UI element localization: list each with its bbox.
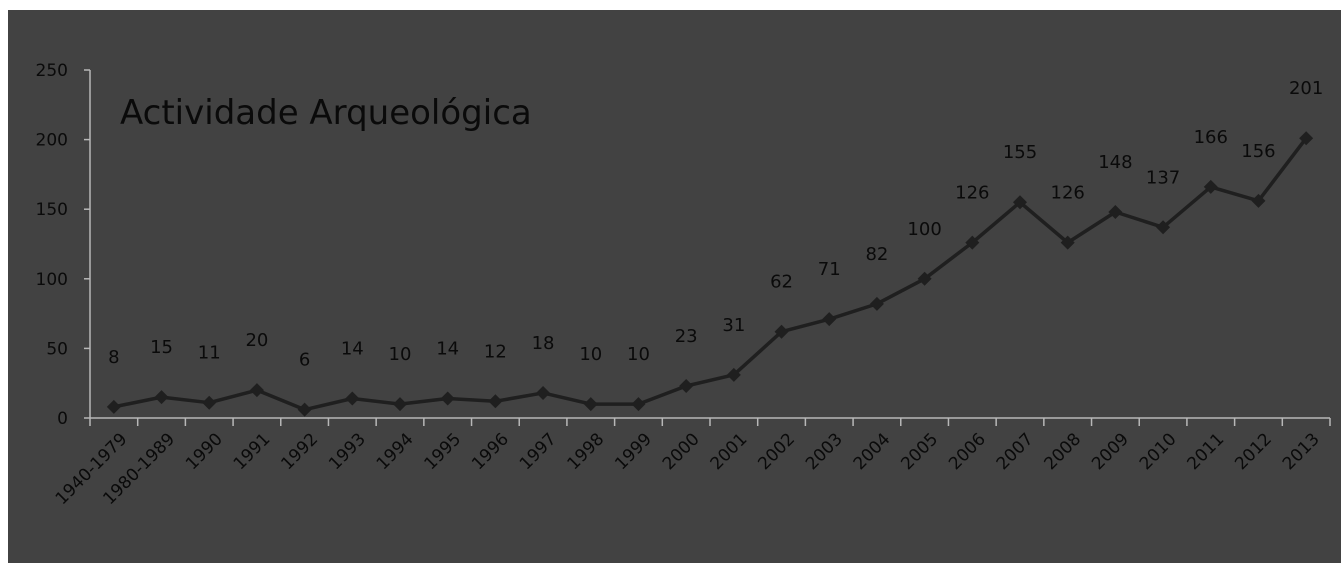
series-group (106, 131, 1314, 417)
y-tick-label: 100 (36, 270, 68, 290)
y-tick-label: 0 (57, 409, 68, 429)
data-label: 71 (818, 259, 841, 280)
data-label: 10 (627, 344, 650, 365)
data-label: 6 (299, 350, 310, 371)
data-label: 15 (150, 337, 173, 358)
y-tick-label: 250 (36, 61, 68, 81)
chart-title: Actividade Arqueológica (120, 93, 532, 133)
data-labels: 8 15 11 20 6 14 10 14 12 18 10 10 23 31 62 71 82 100 126 15… (108, 78, 1323, 370)
data-label: 31 (722, 315, 745, 336)
data-point (1013, 195, 1027, 210)
data-point (440, 391, 455, 406)
data-point (1108, 204, 1123, 219)
data-point (1203, 179, 1218, 194)
data-point (297, 402, 312, 417)
data-label: 14 (436, 339, 459, 360)
data-label: 14 (341, 339, 364, 360)
data-point (536, 385, 551, 400)
series-line (113, 137, 1308, 412)
data-point (345, 391, 360, 406)
data-point (869, 296, 884, 311)
plot-background (8, 10, 1341, 563)
data-label: 20 (245, 330, 268, 351)
data-point (583, 397, 598, 412)
data-point (1299, 131, 1314, 146)
data-label: 155 (1003, 142, 1037, 163)
data-label: 82 (865, 244, 888, 265)
data-label: 11 (198, 343, 221, 364)
data-point (631, 397, 646, 412)
data-point (202, 395, 217, 410)
y-tick-label: 50 (46, 339, 68, 359)
data-label: 126 (1051, 183, 1085, 204)
y-tick-label: 150 (36, 200, 68, 220)
data-point (393, 397, 407, 412)
data-label: 18 (532, 333, 555, 354)
data-point (822, 312, 837, 327)
data-label: 137 (1146, 167, 1180, 188)
data-point (1251, 193, 1266, 208)
data-label: 126 (955, 183, 989, 204)
data-point (1156, 220, 1171, 235)
data-label: 10 (389, 344, 412, 365)
data-point (774, 324, 789, 339)
data-point (1060, 235, 1075, 250)
data-point (488, 394, 503, 409)
data-label: 8 (108, 347, 119, 368)
data-label: 100 (907, 219, 941, 240)
data-label: 12 (484, 341, 507, 362)
data-label: 166 (1194, 127, 1228, 148)
data-point (249, 383, 264, 398)
data-point (154, 390, 169, 405)
data-label: 201 (1289, 78, 1323, 99)
data-point (106, 399, 121, 414)
data-label: 10 (579, 344, 602, 365)
data-label: 23 (675, 326, 698, 347)
data-point (917, 271, 932, 286)
data-point (965, 235, 980, 250)
data-label: 148 (1098, 152, 1132, 173)
y-tick-label: 200 (36, 131, 68, 151)
data-label: 62 (770, 272, 793, 293)
data-point (726, 367, 741, 382)
data-label: 156 (1241, 141, 1275, 162)
data-point (679, 378, 694, 393)
